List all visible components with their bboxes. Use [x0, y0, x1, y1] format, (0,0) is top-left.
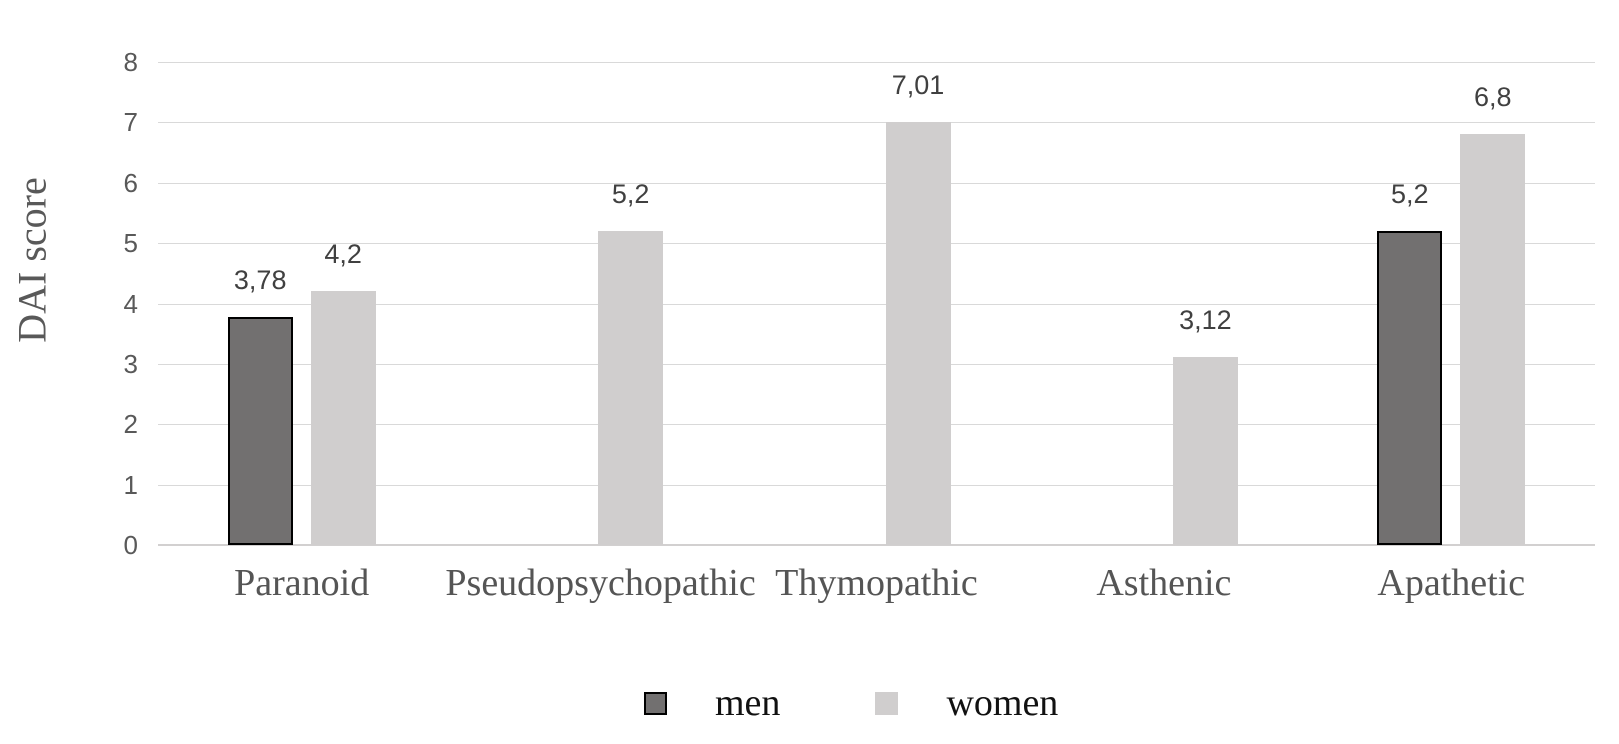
data-label-men-paranoid: 3,78: [233, 264, 287, 295]
gridline-5: [158, 243, 1595, 245]
y-tick-label-5: 5: [123, 228, 138, 259]
gridline-1: [158, 484, 1595, 486]
bar-women-paranoid: [310, 291, 376, 545]
gridline-2: [158, 424, 1595, 426]
legend-label-women: women: [946, 682, 1059, 724]
x-category-label-paranoid: Paranoid: [234, 562, 370, 604]
y-tick-label-8: 8: [123, 47, 138, 77]
y-tick-label-1: 1: [123, 469, 138, 500]
bar-women-apathetic: [1460, 134, 1526, 545]
y-tick-label-2: 2: [123, 409, 138, 440]
data-label-women-apathetic: 6,8: [1474, 82, 1512, 113]
legend-item-women: women: [875, 684, 1058, 722]
data-label-women-pseudopsychopathic: 5,2: [611, 179, 650, 210]
gridline-7: [158, 122, 1595, 124]
legend-item-men: men: [644, 684, 780, 722]
data-label-men-apathetic: 5,2: [1391, 179, 1429, 210]
legend: men women: [644, 684, 1058, 722]
data-label-women-thymopathic: 7,01: [891, 69, 945, 100]
x-category-label-thymopathic: Thymopathic: [775, 562, 978, 604]
x-category-label-asthenic: Asthenic: [1096, 562, 1232, 604]
gridline-3: [158, 363, 1595, 365]
y-tick-label-4: 4: [123, 288, 138, 319]
gridline-0: [158, 544, 1595, 546]
bar-women-pseudopsychopathic: [598, 231, 664, 545]
bar-women-thymopathic: [885, 121, 951, 545]
bar-women-asthenic: [1172, 356, 1238, 545]
y-tick-label-7: 7: [123, 107, 138, 138]
legend-swatch-women: [875, 691, 899, 715]
legend-swatch-men: [644, 691, 667, 715]
data-label-women-paranoid: 4,2: [324, 239, 362, 270]
bar-men-paranoid: [227, 316, 293, 545]
y-tick-label-3: 3: [123, 348, 138, 379]
gridline-8: [158, 62, 1595, 63]
x-category-label-pseudopsychopathic: Pseudopsychopathic: [445, 562, 756, 604]
bar-men-apathetic: [1377, 231, 1443, 545]
data-label-women-asthenic: 3,12: [1179, 304, 1232, 335]
y-tick-label-0: 0: [123, 530, 138, 560]
x-category-label-apathetic: Apathetic: [1377, 562, 1526, 604]
plot-area: 3,78 5,2 4,2 5,2 7,01 3,12 6,8: [158, 62, 1595, 546]
gridline-6: [158, 182, 1595, 184]
y-tick-label-6: 6: [123, 167, 138, 198]
gridline-4: [158, 303, 1595, 305]
legend-label-men: men: [715, 682, 781, 724]
y-axis-title: DAI score: [9, 177, 55, 343]
